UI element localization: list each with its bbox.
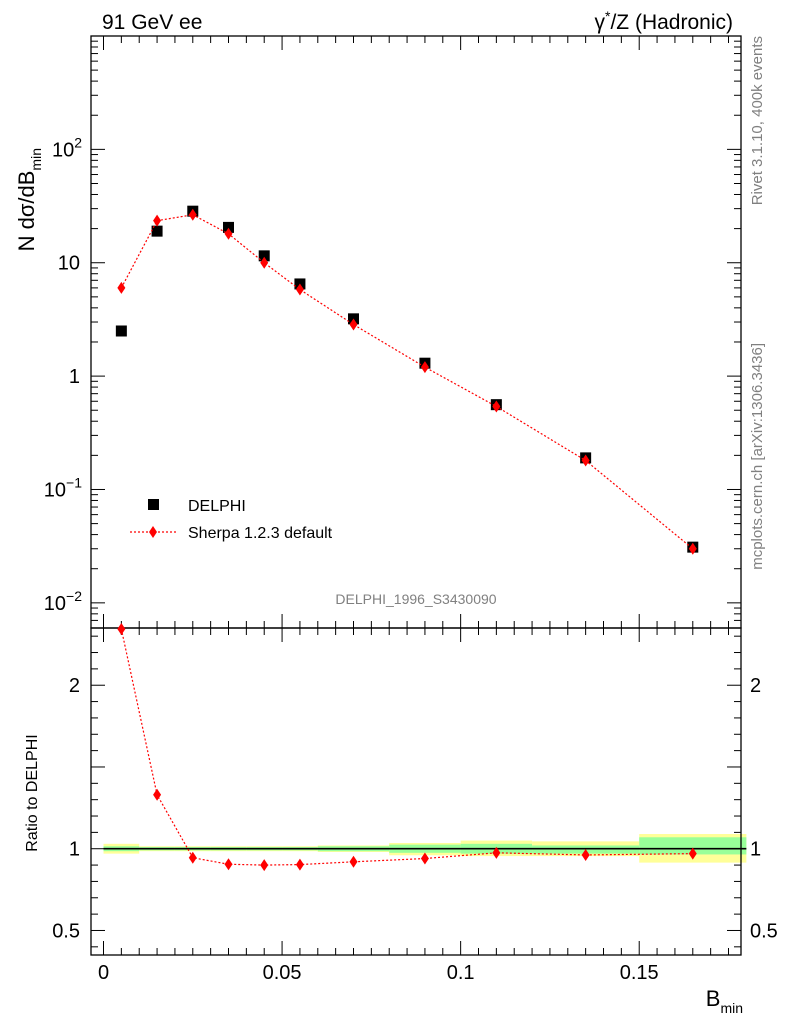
delphi-data-point — [258, 250, 270, 262]
sherpa-data-point — [581, 454, 590, 467]
sherpa-ratio-point — [260, 859, 269, 872]
main-y-tick-label: 102 — [52, 134, 82, 161]
ratio-y-tick-label: 1 — [69, 839, 80, 861]
sherpa-ratio-point — [688, 847, 697, 860]
ratio-y-tick-label-right: 2 — [750, 675, 761, 697]
sherpa-ratio-point — [420, 852, 429, 865]
analysis-label: DELPHI_1996_S3430090 — [335, 591, 496, 607]
sherpa-ratio-point — [295, 858, 304, 871]
sherpa-ratio-point — [492, 846, 501, 859]
main-y-axis-label: N dσ/dBmin — [14, 148, 44, 251]
sherpa-ratio-point — [153, 788, 162, 801]
x-tick-label: 0 — [98, 962, 109, 984]
main-y-tick-label: 10−1 — [44, 474, 82, 501]
legend-delphi-label: DELPHI — [188, 498, 246, 515]
ratio-y-tick-label-right: 0.5 — [750, 920, 778, 942]
main-y-tick-label: 10−2 — [44, 588, 82, 615]
sherpa-data-point — [117, 281, 126, 294]
ratio-plot-frame — [90, 627, 742, 956]
main-panel: 10−2 10−1 1 10 102 — [44, 35, 742, 629]
mcplots-label: mcplots.cern.ch [arXiv:1306.3436] — [749, 343, 766, 570]
ratio-y-axis-label: Ratio to DELPHI — [24, 734, 41, 851]
sherpa-data-point — [688, 542, 697, 555]
sherpa-data-point — [224, 227, 233, 240]
x-axis-label: Bmin — [706, 986, 743, 1016]
main-y-tick-label: 1 — [69, 366, 80, 388]
sherpa-ratio-point — [581, 848, 590, 861]
sherpa-line — [120, 214, 694, 550]
delphi-data-point — [223, 221, 234, 233]
delphi-data-point — [115, 325, 127, 337]
rivet-version-label: Rivet 3.1.10, 400k events — [749, 36, 766, 205]
ratio-y-tick-label-right: 1 — [750, 839, 761, 861]
uncertainty-band-inner — [639, 837, 747, 855]
sherpa-ratio-point — [117, 623, 126, 635]
sherpa-data-point — [188, 208, 197, 221]
legend-delphi-marker — [148, 499, 159, 510]
legend: DELPHI Sherpa 1.2.3 default — [130, 498, 333, 542]
sherpa-data-point — [349, 318, 358, 331]
ratio-panel: 0 0.05 0.1 0.15 0.5 0.5 1 1 2 2 — [52, 623, 778, 984]
ratio-y-tick-label: 0.5 — [52, 920, 80, 942]
ratio-y-tick-label: 2 — [69, 675, 80, 697]
legend-sherpa-marker — [149, 526, 157, 538]
legend-sherpa-label: Sherpa 1.2.3 default — [188, 525, 333, 542]
sherpa-ratio-point — [224, 858, 233, 871]
sherpa-data-point — [153, 214, 162, 227]
sherpa-ratio-point — [188, 851, 197, 864]
main-y-tick-label: 10 — [58, 253, 80, 275]
sherpa-ratio-point — [349, 855, 358, 868]
x-tick-label: 0.15 — [620, 962, 659, 984]
x-tick-label: 0.05 — [263, 962, 302, 984]
sherpa-data-point — [260, 256, 269, 269]
delphi-data-point — [151, 225, 163, 237]
sherpa-ratio-line — [120, 628, 693, 866]
sherpa-data-point — [492, 400, 501, 413]
sherpa-data-point — [295, 283, 304, 296]
x-tick-label: 0.1 — [447, 962, 475, 984]
header-left-label: 91 GeV ee — [102, 11, 202, 34]
header-right-label: γ*/Z (Hadronic) — [595, 8, 733, 34]
sherpa-data-point — [420, 361, 429, 374]
